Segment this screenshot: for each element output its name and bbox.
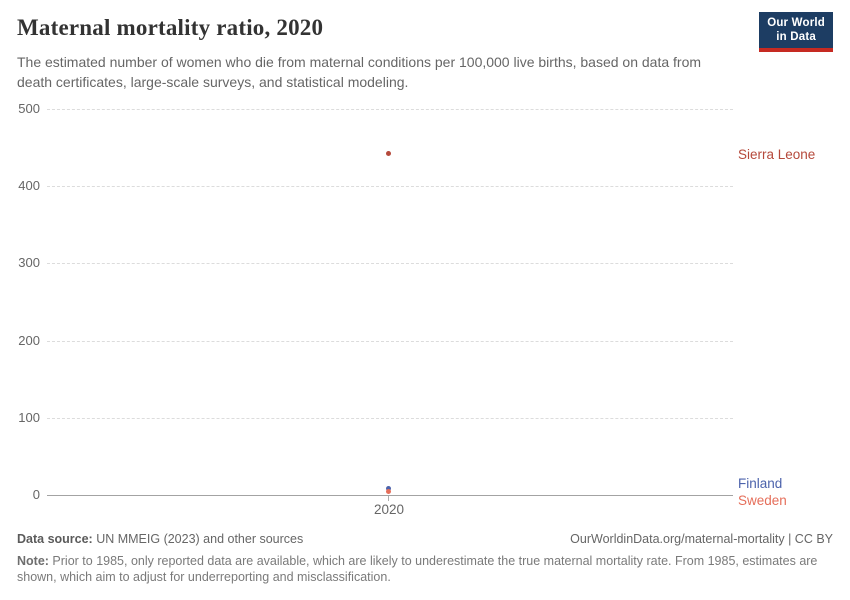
entity-label-finland[interactable]: Finland — [738, 476, 783, 491]
page-title: Maternal mortality ratio, 2020 — [17, 15, 324, 40]
data-source-text: UN MMEIG (2023) and other sources — [92, 532, 304, 546]
x-axis-baseline — [47, 495, 733, 496]
data-point-sweden[interactable] — [385, 488, 391, 494]
footnote-text: Prior to 1985, only reported data are av… — [17, 554, 818, 584]
x-axis-tick-label: 2020 — [373, 502, 405, 517]
x-axis-tick-mark — [388, 496, 389, 501]
entity-label-sierra-leone[interactable]: Sierra Leone — [738, 147, 816, 162]
y-axis-tick-label: 500 — [18, 101, 40, 116]
gridline — [47, 109, 733, 110]
y-axis-tick-label: 200 — [18, 332, 40, 348]
footnote: Note: Prior to 1985, only reported data … — [17, 554, 823, 585]
y-axis-tick-label: 0 — [32, 487, 40, 502]
y-axis-tick-label: 100 — [18, 409, 40, 425]
gridline — [47, 340, 733, 342]
footnote-label: Note: — [17, 554, 49, 568]
owid-url-license[interactable]: OurWorldinData.org/maternal-mortality | … — [570, 532, 833, 546]
owid-logo-line1: Our World — [767, 17, 825, 29]
data-point-sierra-leone[interactable] — [385, 150, 391, 156]
owid-logo-line2: in Data — [776, 31, 816, 43]
chart-subtitle: The estimated number of women who die fr… — [17, 54, 702, 90]
gridline — [47, 186, 733, 188]
data-source-line: Data source: UN MMEIG (2023) and other s… — [17, 532, 303, 546]
y-axis-tick-label: 400 — [18, 178, 40, 194]
entity-label-sweden[interactable]: Sweden — [738, 493, 787, 508]
owid-logo: Our World in Data — [759, 12, 833, 52]
gridline — [47, 417, 733, 419]
y-axis-tick-label: 300 — [18, 255, 40, 271]
gridline — [47, 263, 733, 265]
data-source-label: Data source: — [17, 532, 93, 546]
